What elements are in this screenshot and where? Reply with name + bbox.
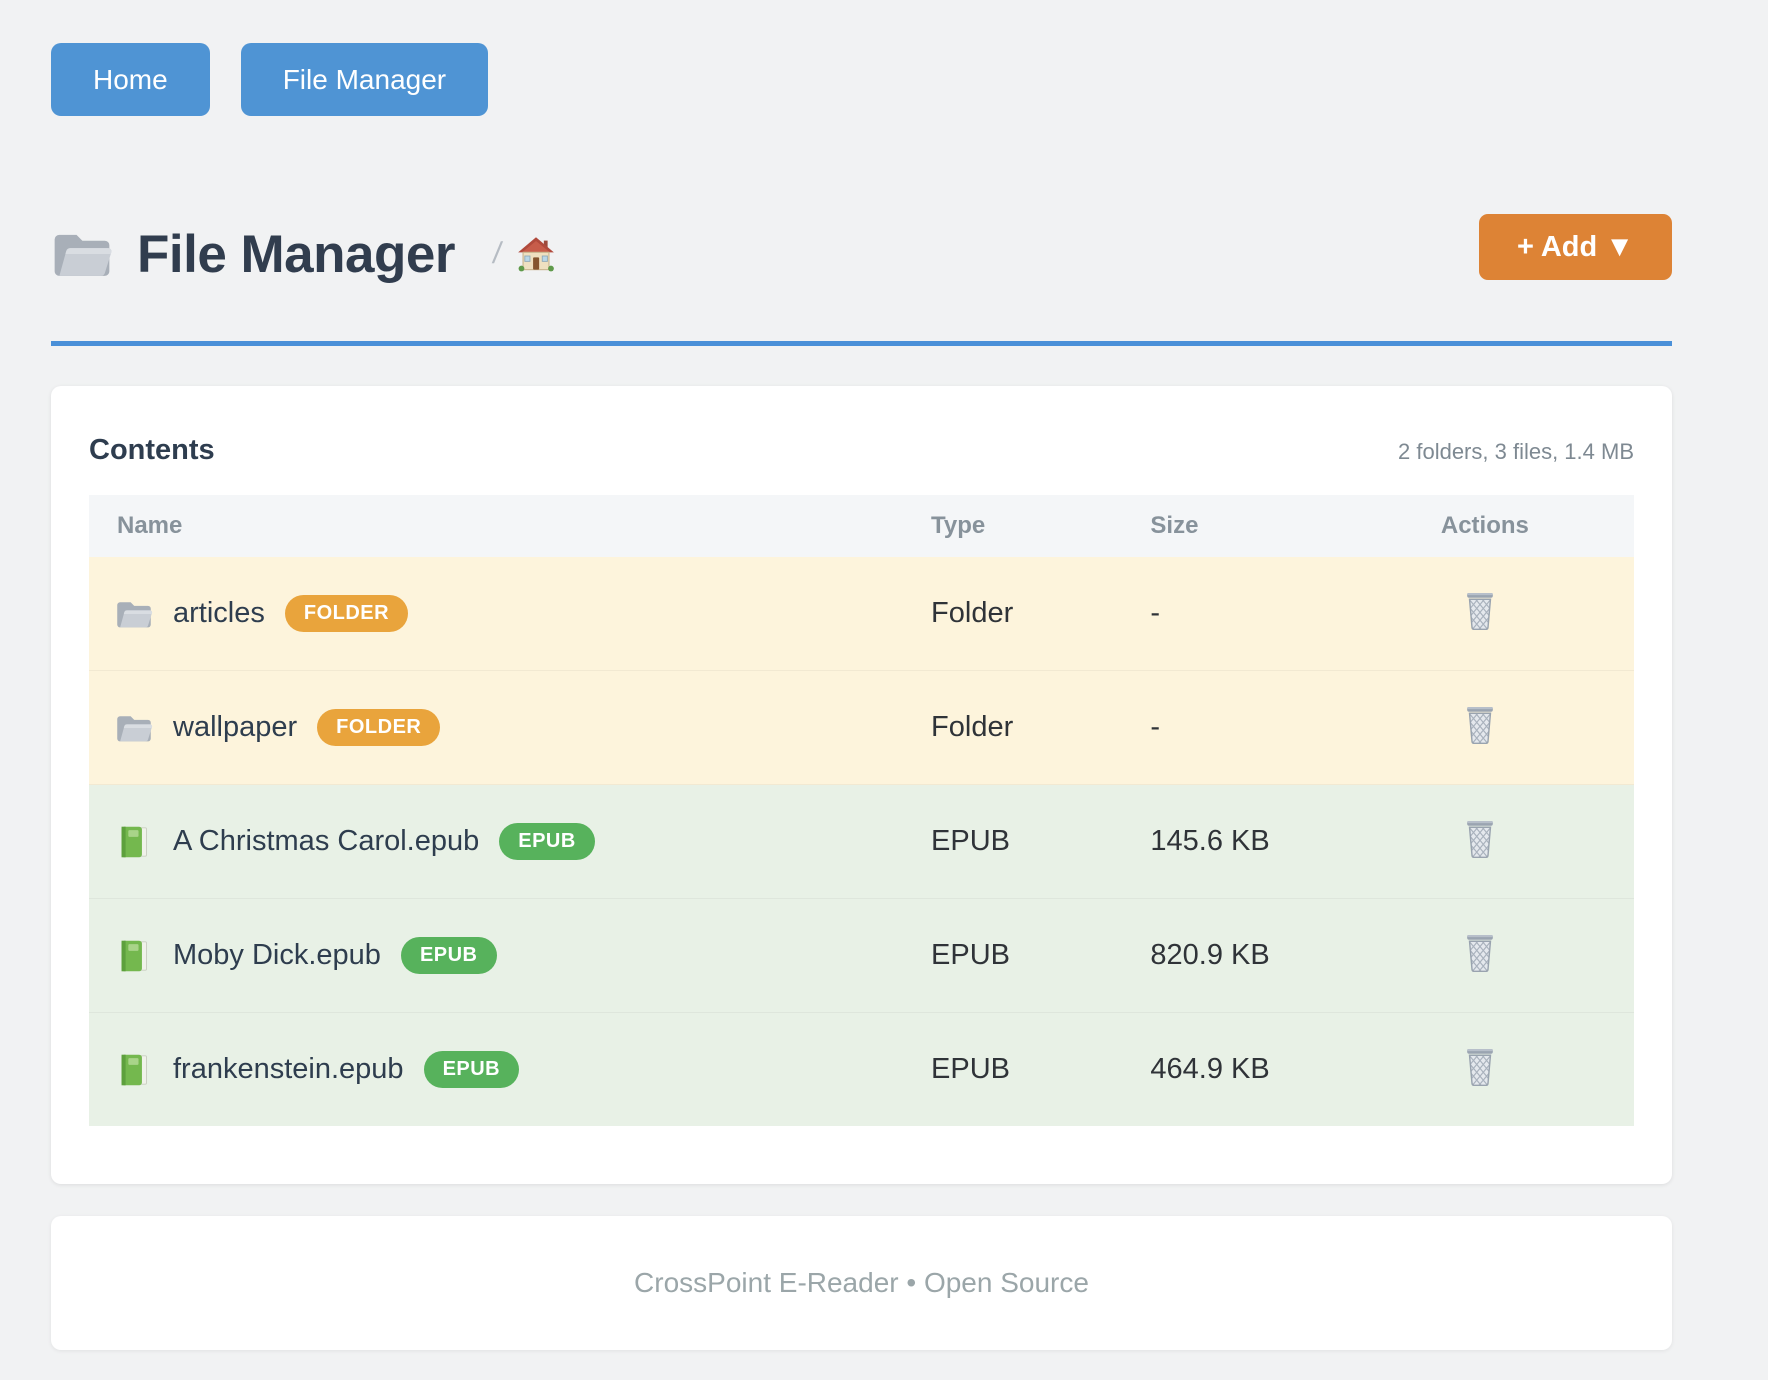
folder-icon [115, 711, 153, 745]
house-icon[interactable] [517, 236, 555, 272]
folder-icon [51, 228, 113, 280]
book-icon [115, 825, 153, 859]
folder-badge: FOLDER [284, 595, 409, 632]
item-size: 145.6 KB [1150, 784, 1441, 899]
item-type: EPUB [931, 1012, 1151, 1126]
page-title: File Manager [137, 224, 455, 284]
item-size: - [1150, 557, 1441, 671]
page-header: File Manager / + Add ▼ [51, 214, 1672, 346]
content-container: Home File Manager File Manager / + Add ▼… [51, 43, 1672, 1350]
table-row-articles[interactable]: articles FOLDER Folder - [89, 557, 1634, 671]
item-size: - [1150, 670, 1441, 785]
delete-button[interactable] [1463, 932, 1497, 972]
trash-icon [1463, 818, 1497, 858]
file-table: Name Type Size Actions articles FOLDER [89, 495, 1634, 1126]
page-title-group: File Manager / [51, 224, 555, 285]
epub-badge: EPUB [423, 1051, 520, 1088]
item-name-link[interactable]: articles [173, 597, 265, 629]
contents-summary: 2 folders, 3 files, 1.4 MB [1398, 439, 1634, 464]
add-button[interactable]: + Add ▼ [1478, 214, 1672, 280]
folder-icon [115, 597, 153, 631]
file-manager-button[interactable]: File Manager [240, 43, 489, 116]
item-size: 820.9 KB [1150, 898, 1441, 1013]
trash-icon [1463, 590, 1497, 630]
delete-button[interactable] [1463, 1046, 1497, 1086]
trash-icon [1463, 704, 1497, 744]
column-header-actions: Actions [1440, 495, 1634, 557]
table-row-frankenstein[interactable]: frankenstein.epub EPUB EPUB 464.9 KB [89, 1012, 1634, 1126]
breadcrumb-separator: / [490, 237, 504, 270]
folder-badge: FOLDER [317, 709, 441, 746]
footer-text: CrossPoint E-Reader • Open Source [634, 1267, 1089, 1298]
column-header-name: Name [89, 495, 932, 557]
contents-card-header: Contents 2 folders, 3 files, 1.4 MB [89, 434, 1634, 467]
column-header-size: Size [1150, 495, 1441, 557]
item-type: EPUB [931, 898, 1151, 1013]
item-name-link[interactable]: frankenstein.epub [173, 1053, 404, 1085]
item-size: 464.9 KB [1150, 1012, 1441, 1126]
home-button[interactable]: Home [51, 43, 210, 116]
contents-title: Contents [89, 434, 215, 466]
delete-button[interactable] [1463, 590, 1497, 630]
item-name-link[interactable]: A Christmas Carol.epub [173, 825, 480, 857]
table-row-moby-dick[interactable]: Moby Dick.epub EPUB EPUB 820.9 KB [89, 898, 1634, 1013]
item-type: Folder [931, 557, 1151, 671]
item-type: Folder [931, 670, 1151, 785]
item-name-link[interactable]: wallpaper [173, 711, 298, 743]
contents-card: Contents 2 folders, 3 files, 1.4 MB Name… [51, 386, 1672, 1184]
epub-badge: EPUB [499, 823, 595, 860]
epub-badge: EPUB [400, 937, 497, 974]
table-header-row: Name Type Size Actions [89, 495, 1634, 557]
top-nav: Home File Manager [51, 43, 1672, 116]
book-icon [115, 939, 153, 973]
breadcrumb: / [490, 236, 555, 272]
delete-button[interactable] [1463, 704, 1497, 744]
item-name-link[interactable]: Moby Dick.epub [173, 939, 381, 971]
trash-icon [1463, 932, 1497, 972]
table-row-christmas-carol[interactable]: A Christmas Carol.epub EPUB EPUB 145.6 K… [89, 784, 1634, 899]
table-row-wallpaper[interactable]: wallpaper FOLDER Folder - [89, 670, 1634, 785]
footer-card: CrossPoint E-Reader • Open Source [51, 1216, 1672, 1350]
column-header-type: Type [931, 495, 1151, 557]
book-icon [115, 1053, 153, 1087]
delete-button[interactable] [1463, 818, 1497, 858]
trash-icon [1463, 1046, 1497, 1086]
item-type: EPUB [931, 784, 1151, 899]
